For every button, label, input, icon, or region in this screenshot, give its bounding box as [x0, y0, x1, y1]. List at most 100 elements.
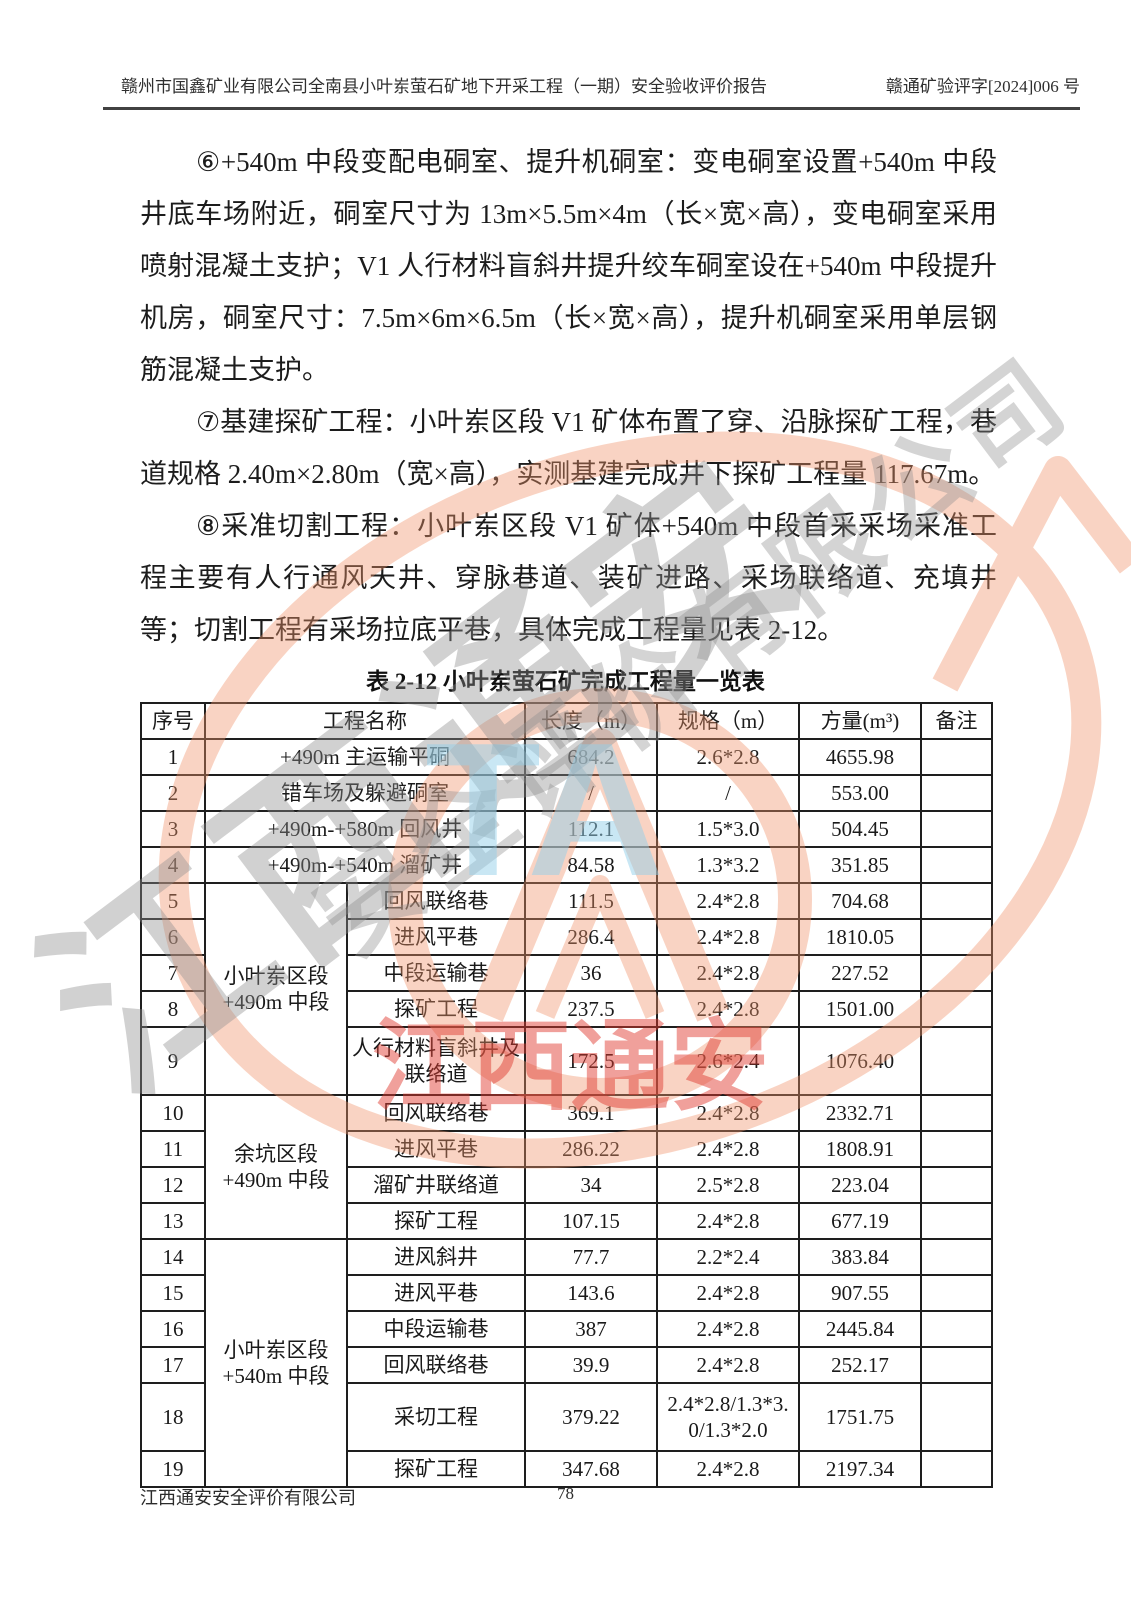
cell-section-group: 小叶岽区段 +540m 中段	[204, 1238, 348, 1488]
cell-project-name: 回风联络巷	[346, 1094, 526, 1132]
table-row: 18 采切工程 379.22 2.4*2.8/1.3*3.0/1.3*2.0 1751.…	[140, 1382, 993, 1452]
column-header: 备注	[920, 702, 993, 740]
cell-volume: 2445.84	[798, 1310, 922, 1348]
column-header: 方量(m³)	[798, 702, 922, 740]
cell-volume: 252.17	[798, 1346, 922, 1384]
cell-seq: 16	[140, 1310, 206, 1348]
cell-seq: 2	[140, 774, 206, 812]
cell-note	[920, 918, 993, 956]
cell-volume: 1501.00	[798, 990, 922, 1028]
cell-project-name: 进风平巷	[346, 1274, 526, 1312]
cell-note	[920, 1450, 993, 1488]
cell-project-name: +490m-+580m 回风井	[204, 810, 526, 848]
cell-length: 387	[524, 1310, 658, 1348]
cell-seq: 12	[140, 1166, 206, 1204]
table-row: 1 +490m 主运输平硐 684.2 2.6*2.8 4655.98	[140, 738, 993, 776]
cell-spec: 1.3*3.2	[656, 846, 800, 884]
cell-project-name: 进风斜井	[346, 1238, 526, 1276]
paragraph-exploration-works: ⑦基建探矿工程：小叶岽区段 V1 矿体布置了穿、沿脉探矿工程，巷道规格 2.40…	[140, 407, 997, 489]
cell-project-name: 探矿工程	[346, 990, 526, 1028]
cell-project-name: 回风联络巷	[346, 882, 526, 920]
page-number: 78	[557, 1484, 574, 1503]
cell-spec: 2.6*2.4	[656, 1026, 800, 1096]
cell-note	[920, 1346, 993, 1384]
table-row: 13 探矿工程 107.15 2.4*2.8 677.19	[140, 1202, 993, 1240]
table-title: 表 2-12 小叶岽萤石矿完成工程量一览表	[366, 669, 765, 694]
cell-note	[920, 810, 993, 848]
cell-volume: 504.45	[798, 810, 922, 848]
cell-volume: 4655.98	[798, 738, 922, 776]
cell-volume: 553.00	[798, 774, 922, 812]
cell-seq: 1	[140, 738, 206, 776]
cell-seq: 5	[140, 882, 206, 920]
cell-spec: 2.4*2.8	[656, 1202, 800, 1240]
table-row: 4 +490m-+540m 溜矿井 84.58 1.3*3.2 351.85	[140, 846, 993, 884]
cell-project-name: 进风平巷	[346, 918, 526, 956]
table-row: 7 中段运输巷 36 2.4*2.8 227.52	[140, 954, 993, 992]
cell-spec: 2.4*2.8	[656, 990, 800, 1028]
cell-length: 379.22	[524, 1382, 658, 1452]
cell-project-name: 进风平巷	[346, 1130, 526, 1168]
table-row: 2 错车场及躲避硐室 //553.00	[140, 774, 993, 812]
cell-seq: 17	[140, 1346, 206, 1384]
header-report-title: 赣州市国鑫矿业有限公司全南县小叶岽萤石矿地下开采工程（一期）安全验收评价报告	[121, 77, 767, 96]
project-table: 序号 工程名称 长度（m） 规格（m） 方量(m³) 备注 1 +490m 主运输平硐 684.…	[140, 702, 993, 1488]
cell-project-name: 人行材料盲斜井及联络道	[346, 1026, 526, 1096]
cell-length: 112.1	[524, 810, 658, 848]
cell-length: 347.68	[524, 1450, 658, 1488]
cell-length: 111.5	[524, 882, 658, 920]
cell-length: 107.15	[524, 1202, 658, 1240]
cell-volume: 1808.91	[798, 1130, 922, 1168]
cell-seq: 11	[140, 1130, 206, 1168]
cell-project-name: 中段运输巷	[346, 954, 526, 992]
cell-seq: 4	[140, 846, 206, 884]
cell-seq: 13	[140, 1202, 206, 1240]
cell-seq: 6	[140, 918, 206, 956]
cell-volume: 223.04	[798, 1166, 922, 1204]
cell-section-group: 余坑区段 +490m 中段	[204, 1094, 348, 1240]
cell-length: 36	[524, 954, 658, 992]
cell-length: 34	[524, 1166, 658, 1204]
cell-spec: 2.4*2.8	[656, 1310, 800, 1348]
cell-length: 369.1	[524, 1094, 658, 1132]
cell-note	[920, 846, 993, 884]
table-row: 17 回风联络巷 39.9 2.4*2.8 252.17	[140, 1346, 993, 1384]
cell-spec: 2.5*2.8	[656, 1166, 800, 1204]
footer-company: 江西通安安全评价有限公司	[140, 1488, 356, 1508]
cell-spec: 2.4*2.8	[656, 1274, 800, 1312]
table-row: 8 探矿工程 237.5 2.4*2.8 1501.00	[140, 990, 993, 1028]
table-row: 5 小叶岽区段 +490m 中段 回风联络巷 111.5 2.4*2.8 704.68	[140, 882, 993, 1096]
cell-note	[920, 1202, 993, 1240]
cell-spec: 2.4*2.8	[656, 1450, 800, 1488]
column-header: 规格（m）	[656, 702, 800, 740]
cell-seq: 7	[140, 954, 206, 992]
cell-note	[920, 738, 993, 776]
cell-spec: 2.2*2.4	[656, 1238, 800, 1276]
cell-note	[920, 1130, 993, 1168]
cell-seq: 15	[140, 1274, 206, 1312]
cell-volume: 2197.34	[798, 1450, 922, 1488]
cell-project-name: 探矿工程	[346, 1202, 526, 1240]
cell-length: 684.2	[524, 738, 658, 776]
cell-seq: 19	[140, 1450, 206, 1488]
cell-spec: 2.4*2.8	[656, 1346, 800, 1384]
cell-spec: 1.5*3.0	[656, 810, 800, 848]
cell-volume: 2332.71	[798, 1094, 922, 1132]
cell-seq: 3	[140, 810, 206, 848]
header-document-code: 赣通矿验评字[2024]006 号	[885, 77, 1080, 96]
cell-project-name: +490m 主运输平硐	[204, 738, 526, 776]
cell-spec: 2.4*2.8	[656, 1094, 800, 1132]
column-header: 长度（m）	[524, 702, 658, 740]
table-row: 12 溜矿井联络道 34 2.5*2.8 223.04	[140, 1166, 993, 1204]
cell-note	[920, 990, 993, 1028]
table-row: 15 进风平巷 143.6 2.4*2.8 907.55	[140, 1274, 993, 1312]
page-footer: 江西通安安全评价有限公司 78	[140, 1484, 991, 1510]
cell-project-name: 溜矿井联络道	[346, 1166, 526, 1204]
document-body: ⑥+540m 中段变配电硐室、提升机硐室：变电硐室设置+540m 中段井底车场附…	[140, 136, 997, 656]
table-row: 19 探矿工程 347.68 2.4*2.8 2197.34	[140, 1450, 993, 1488]
cell-length: 286.4	[524, 918, 658, 956]
cell-volume: 677.19	[798, 1202, 922, 1240]
cell-spec: /	[656, 774, 800, 812]
cell-seq: 10	[140, 1094, 206, 1132]
